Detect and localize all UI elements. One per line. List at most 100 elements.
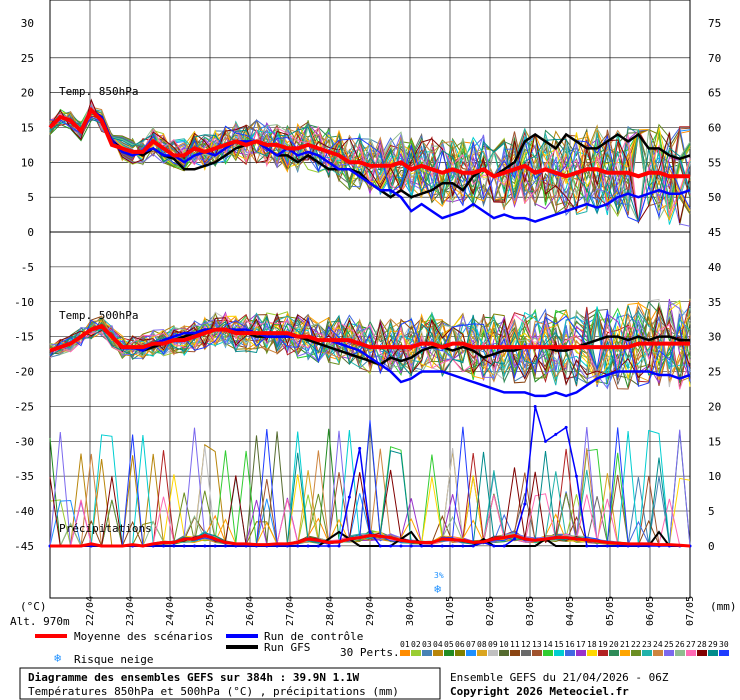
date-tick-label: 28/04 <box>325 596 336 626</box>
pert-legend-number: 08 <box>477 640 487 649</box>
control-precip-point <box>564 425 568 429</box>
right-tick-label: 20 <box>708 400 721 413</box>
right-tick-label: 15 <box>708 435 721 448</box>
date-tick-label: 06/05 <box>645 596 656 626</box>
pert-legend-swatch <box>400 650 410 656</box>
left-tick-label: -20 <box>14 366 34 379</box>
perts-label: 30 Perts. <box>340 646 400 659</box>
control-precip-point <box>451 544 455 548</box>
pert-legend-swatch <box>642 650 652 656</box>
left-tick-label: -10 <box>14 296 34 309</box>
footer-subtitle: Températures 850hPa et 500hPa (°C) , pré… <box>28 685 399 698</box>
pert-500-line <box>49 300 691 390</box>
control-850-line <box>49 108 691 223</box>
control-precip-point <box>193 544 197 548</box>
right-tick-label: 70 <box>708 52 721 65</box>
pert-legend-number: 01 <box>400 640 410 649</box>
control-precip-point <box>523 502 527 506</box>
right-tick-label: 65 <box>708 87 721 100</box>
date-tick-label: 30/04 <box>405 596 416 626</box>
legend-control-label: Run de contrôle <box>264 630 363 643</box>
left-tick-label: 30 <box>21 17 34 30</box>
gfs-500-line <box>49 324 690 366</box>
legend-mean-label: Moyenne des scénarios <box>74 630 213 643</box>
pert-legend-swatch <box>609 650 619 656</box>
left-tick-label: -30 <box>14 435 34 448</box>
pert-legend-swatch <box>554 650 564 656</box>
pert-legend-number: 22 <box>631 640 641 649</box>
mean-precip-line <box>50 533 691 548</box>
pert-legend-number: 05 <box>444 640 454 649</box>
snow-risk-value: 3% <box>434 571 444 580</box>
main-series-lines <box>48 106 692 548</box>
control-precip-point <box>502 544 506 548</box>
pert-500-line <box>49 308 691 383</box>
date-tick-label: 22/04 <box>85 596 96 626</box>
pert-500-line <box>49 310 691 387</box>
pert-legend-swatch <box>598 650 608 656</box>
pert-legend-number: 20 <box>609 640 619 649</box>
pert-legend-swatch <box>686 650 696 656</box>
pert-legend-number: 17 <box>576 640 586 649</box>
left-tick-label: -40 <box>14 505 34 518</box>
snowflake-legend-icon: ❄ <box>54 651 61 665</box>
pert-legend-swatch <box>719 650 729 656</box>
date-tick-label: 01/05 <box>445 596 456 626</box>
pert-legend-number: 28 <box>697 640 707 649</box>
control-precip-point <box>492 544 496 548</box>
control-precip-point <box>605 544 609 548</box>
axis-ticks: 22/04 23/04 24/04 25/04 26/04 27/04 28/04 29/04… <box>14 17 721 626</box>
left-tick-label: -25 <box>14 400 34 413</box>
left-tick-label: -45 <box>14 540 34 553</box>
pert-legend-swatch <box>653 650 663 656</box>
pert-legend-number: 21 <box>620 640 630 649</box>
control-precip-point <box>409 544 413 548</box>
pert-legend-swatch <box>444 650 454 656</box>
control-precip-point <box>316 544 320 548</box>
pert-legend-swatch <box>477 650 487 656</box>
date-tick-label: 02/05 <box>485 596 496 626</box>
pert-legend-number: 11 <box>510 640 520 649</box>
pert-legend-swatch <box>433 650 443 656</box>
mean-500-line <box>49 323 690 353</box>
date-tick-label: 03/05 <box>525 596 536 626</box>
control-precip-point <box>616 544 620 548</box>
control-precip-point <box>347 495 351 499</box>
pert-500-line <box>49 309 691 381</box>
control-precip-point <box>203 544 207 548</box>
pert-legend-number: 29 <box>708 640 718 649</box>
pert-legend-number: 26 <box>675 640 685 649</box>
pert-legend-number: 14 <box>543 640 553 649</box>
pert-legend-number: 18 <box>587 640 597 649</box>
right-tick-label: 55 <box>708 156 721 169</box>
control-precip-point <box>533 405 537 408</box>
pert-legend-swatch <box>422 650 432 656</box>
pert-legend-swatch <box>543 650 553 656</box>
pert-legend-swatch <box>521 650 531 656</box>
pert-legend-swatch <box>411 650 421 656</box>
pert-legend-swatch <box>499 650 509 656</box>
pert-legend-number: 06 <box>455 640 465 649</box>
footer-title: Diagramme des ensembles GEFS sur 384h : … <box>28 671 360 684</box>
control-precip-point <box>182 544 186 548</box>
right-tick-label: 45 <box>708 226 721 239</box>
control-precip-point <box>358 446 362 450</box>
pert-legend-swatch <box>620 650 630 656</box>
left-tick-label: 25 <box>21 52 34 65</box>
right-tick-label: 40 <box>708 261 721 274</box>
control-precip-point <box>213 544 217 548</box>
control-precip-point <box>389 544 393 548</box>
label-temp-500: Temp. 500hPa <box>59 309 138 322</box>
left-tick-label: 5 <box>27 191 34 204</box>
altitude-label: Alt. 970m <box>10 615 70 628</box>
legend-snow-label: Risque neige <box>74 653 153 666</box>
left-tick-label: -35 <box>14 470 34 483</box>
control-precip-point <box>585 544 589 548</box>
pert-legend-swatch <box>565 650 575 656</box>
control-precip-point <box>162 544 166 548</box>
pert-legend-swatch <box>631 650 641 656</box>
right-tick-label: 75 <box>708 17 721 30</box>
control-precip-point <box>513 537 517 541</box>
mean-850-line <box>48 106 690 179</box>
left-tick-label: -15 <box>14 331 34 344</box>
